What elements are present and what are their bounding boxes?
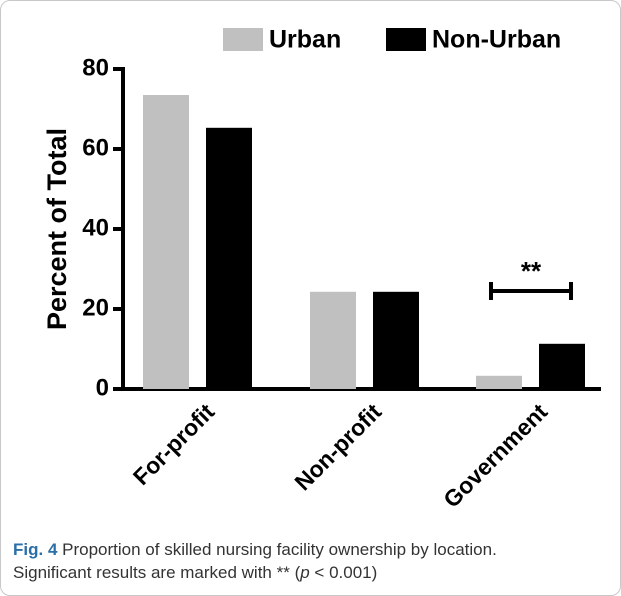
caption-text: Proportion of skilled nursing facility o… — [62, 540, 497, 559]
x-tick-label: Non-profit — [289, 398, 386, 495]
caption-line: < 0.001) — [309, 563, 378, 582]
significance-label: ** — [521, 256, 542, 286]
y-tick-label: 80 — [82, 54, 109, 81]
legend-label: Urban — [269, 26, 341, 54]
x-tick-label: For-profit — [128, 398, 220, 490]
y-axis-label: Percent of Total — [42, 128, 72, 330]
y-tick-label: 40 — [82, 214, 109, 241]
bar — [206, 127, 252, 390]
legend-swatch — [223, 28, 263, 51]
bar — [373, 291, 419, 389]
caption: Fig. 4 Proportion of skilled nursing fac… — [13, 538, 613, 584]
bar — [476, 375, 522, 389]
caption-italic: p — [300, 563, 310, 582]
legend-swatch — [386, 28, 426, 51]
bar — [539, 343, 585, 389]
y-tick-label: 60 — [82, 134, 109, 161]
significance-bracket — [489, 282, 573, 300]
caption-line: Significant results are marked with ** ( — [13, 563, 301, 582]
chart: Percent of Total ** 0 20 40 60 80 Urban Non-Ur… — [42, 26, 601, 513]
y-tick-label: 20 — [82, 294, 109, 321]
bar — [310, 291, 356, 389]
bar — [143, 95, 189, 389]
x-tick-label: Government — [438, 398, 552, 512]
legend-label: Non-Urban — [432, 26, 561, 54]
y-tick-label: 0 — [96, 374, 109, 401]
caption-label: Fig. 4 — [13, 540, 58, 559]
